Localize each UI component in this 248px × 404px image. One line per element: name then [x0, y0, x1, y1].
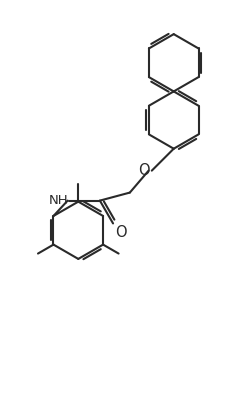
Text: O: O	[115, 225, 126, 240]
Text: O: O	[139, 163, 150, 178]
Text: NH: NH	[49, 194, 69, 207]
